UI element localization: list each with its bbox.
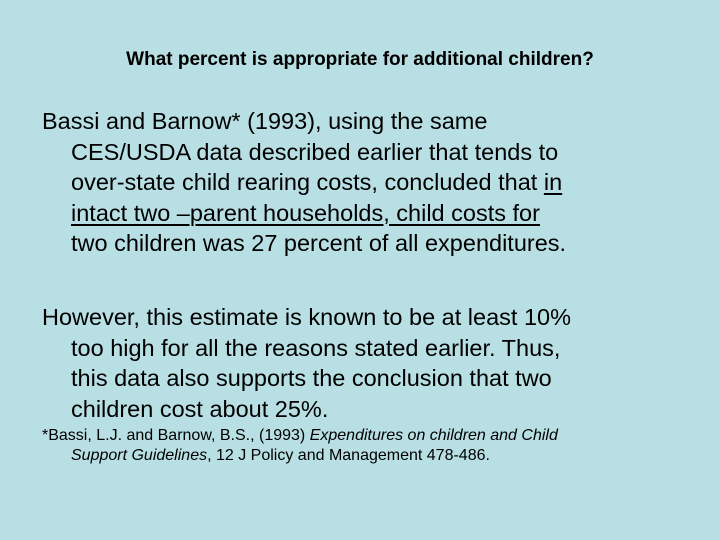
footnote-citation: *Bassi, L.J. and Barnow, B.S., (1993) Ex… bbox=[42, 426, 702, 466]
paragraph-line: two children was 27 percent of all expen… bbox=[71, 230, 567, 256]
footnote-italic-text: Expenditures on children and Child bbox=[309, 427, 558, 444]
footnote-line: *Bassi, L.J. and Barnow, B.S., (1993) Ex… bbox=[42, 426, 702, 446]
paragraph-line: CES/USDA data described earlier that ten… bbox=[71, 138, 559, 165]
footnote-italic-text: Support Guidelines bbox=[71, 447, 208, 464]
paragraph-line: intact two –parent households, child cos… bbox=[42, 198, 692, 229]
paragraph-line: over-state child rearing costs, conclude… bbox=[42, 167, 692, 198]
paragraph-line: this data also supports the conclusion t… bbox=[71, 365, 552, 391]
paragraph-line: However, this estimate is known to be at… bbox=[42, 304, 572, 330]
underlined-text: in bbox=[543, 169, 563, 195]
footnote-text: , 12 J Policy and Management 478-486. bbox=[207, 447, 490, 464]
underlined-text: intact two –parent households, child cos… bbox=[71, 199, 540, 226]
footnote-line: Support Guidelines, 12 J Policy and Mana… bbox=[42, 446, 702, 466]
paragraph-bassi-barnow: Bassi and Barnow* (1993), using the same… bbox=[42, 106, 692, 259]
paragraph-text: over-state child rearing costs, conclude… bbox=[71, 169, 544, 195]
paragraph-line: children cost about 25%. bbox=[71, 395, 329, 422]
paragraph-line: Bassi and Barnow* (1993), using the same bbox=[42, 108, 488, 134]
footnote-text: *Bassi, L.J. and Barnow, B.S., (1993) bbox=[42, 427, 310, 444]
slide-title: What percent is appropriate for addition… bbox=[126, 49, 594, 70]
paragraph-line: too high for all the reasons stated earl… bbox=[71, 334, 561, 361]
paragraph-estimate: However, this estimate is known to be at… bbox=[42, 302, 692, 424]
